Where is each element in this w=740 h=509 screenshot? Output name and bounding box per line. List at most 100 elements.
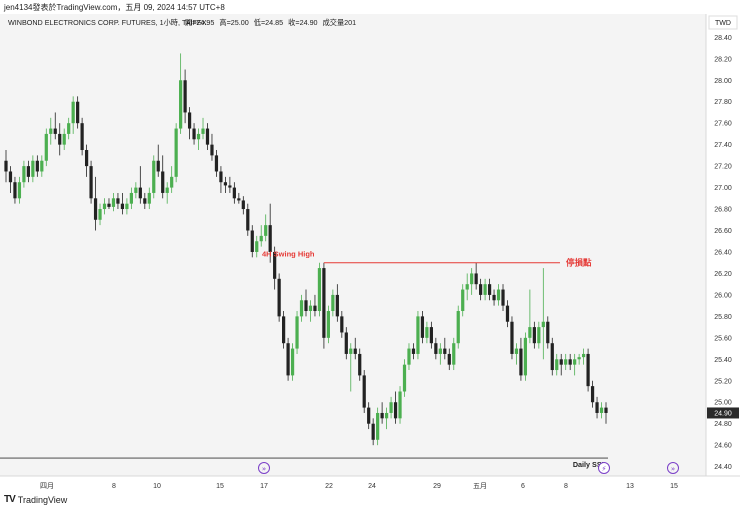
candle-body bbox=[120, 203, 125, 210]
candle-body bbox=[286, 343, 290, 376]
candle-body bbox=[80, 123, 84, 151]
candle-body bbox=[290, 348, 295, 376]
candle-body bbox=[564, 359, 568, 365]
candle-body bbox=[599, 407, 604, 413]
candle-body bbox=[17, 182, 22, 199]
candle-body bbox=[304, 300, 308, 312]
x-tick-label-10: 8 bbox=[564, 483, 568, 490]
candle-body bbox=[434, 343, 438, 354]
candle-body bbox=[26, 166, 30, 177]
x-tick-label-11: 13 bbox=[626, 483, 634, 490]
candle-body bbox=[35, 160, 39, 172]
candle-body bbox=[44, 133, 48, 161]
candle-body bbox=[465, 284, 469, 290]
candle-body bbox=[250, 230, 254, 252]
price-axis-area bbox=[706, 14, 740, 476]
lightning-event-icon[interactable] bbox=[598, 462, 610, 474]
candle-body bbox=[353, 348, 357, 354]
candle-body bbox=[241, 200, 245, 210]
header-text: jen4134發表於TradingView.com，五月 09, 2024 14… bbox=[4, 3, 225, 12]
candle-body bbox=[452, 343, 456, 365]
y-tick-label-8: 26.80 bbox=[714, 207, 732, 214]
y-tick-label-15: 25.40 bbox=[714, 357, 732, 364]
candle-body bbox=[40, 160, 44, 172]
candle-body bbox=[447, 353, 451, 365]
candle-body bbox=[416, 316, 420, 354]
candle-body bbox=[483, 284, 487, 295]
event-markers[interactable]: » ⚡ » bbox=[258, 462, 679, 474]
open-label: 開 bbox=[185, 18, 192, 27]
candle-body bbox=[192, 128, 196, 140]
high-label: 高 bbox=[219, 18, 226, 27]
candle-body bbox=[590, 386, 595, 403]
candle-body bbox=[156, 160, 160, 172]
y-tick-label-19: 24.60 bbox=[714, 443, 732, 450]
candle-body bbox=[420, 316, 425, 338]
candle-body bbox=[8, 171, 13, 183]
candle-body bbox=[232, 187, 236, 199]
candle-body bbox=[219, 171, 223, 183]
candle-body bbox=[259, 235, 263, 242]
candle-body bbox=[255, 241, 259, 252]
candle-body bbox=[147, 192, 151, 204]
candle-body bbox=[362, 375, 366, 408]
candle-body bbox=[568, 359, 572, 365]
x-tick-label-1: 8 bbox=[112, 483, 116, 490]
x-tick-label-0: 四月 bbox=[40, 482, 54, 490]
candle-body bbox=[152, 160, 156, 193]
y-tick-label-18: 24.80 bbox=[714, 421, 732, 428]
currency-label[interactable]: TWD bbox=[715, 20, 731, 27]
candle-body bbox=[295, 316, 299, 349]
currency-box[interactable] bbox=[708, 15, 738, 30]
candle-body bbox=[398, 391, 402, 419]
footer-text: TradingView bbox=[17, 494, 68, 505]
candle-body bbox=[214, 155, 219, 172]
last-price-tag bbox=[707, 407, 739, 419]
candle-body bbox=[165, 187, 169, 193]
candle-body bbox=[380, 412, 384, 419]
candle-body bbox=[308, 305, 313, 312]
volume-label: 成交量 bbox=[323, 18, 345, 27]
time-axis: 四月 8 10 15 17 22 24 29 五月 6 8 13 15 bbox=[40, 482, 678, 490]
chart[interactable]: WINBOND ELECTRONICS CORP. FUTURES, 1小時, … bbox=[0, 14, 740, 494]
y-tick-label-0: 28.40 bbox=[714, 35, 732, 42]
candle-body bbox=[559, 359, 563, 365]
x-tick-label-4: 17 bbox=[260, 483, 268, 490]
candle-body bbox=[532, 327, 536, 344]
candle-body bbox=[201, 128, 205, 134]
y-tick-label-7: 27.00 bbox=[714, 185, 732, 192]
candle-body bbox=[573, 359, 577, 365]
jump-forward-icon-2[interactable] bbox=[667, 462, 679, 474]
x-tick-label-8: 五月 bbox=[473, 482, 487, 490]
candle-body bbox=[443, 348, 447, 354]
candle-body bbox=[582, 353, 586, 358]
candle-body bbox=[138, 187, 142, 199]
candle-body bbox=[223, 182, 228, 186]
candle-body bbox=[479, 284, 483, 295]
candle-body bbox=[470, 273, 474, 285]
jump-forward-icon[interactable] bbox=[258, 462, 270, 474]
x-tick-label-7: 29 bbox=[433, 483, 441, 490]
candle-body bbox=[264, 225, 268, 236]
candle-body bbox=[519, 348, 523, 376]
y-tick-label-6: 27.20 bbox=[714, 164, 732, 171]
candle-body bbox=[474, 273, 478, 285]
candle-body bbox=[367, 407, 371, 424]
y-tick-label-17: 25.00 bbox=[714, 400, 732, 407]
candle-body bbox=[228, 185, 232, 188]
candle-body bbox=[514, 348, 519, 354]
candle-body bbox=[595, 402, 599, 413]
y-tick-label-20: 24.40 bbox=[714, 464, 732, 471]
low-value: =24.85 bbox=[261, 18, 283, 27]
candle-body bbox=[273, 251, 277, 279]
candle-body bbox=[376, 412, 380, 440]
daily-ssl-label: Daily SSL bbox=[573, 460, 607, 469]
y-tick-label-10: 26.40 bbox=[714, 249, 732, 256]
candle-body bbox=[389, 402, 393, 413]
header-bar: jen4134發表於TradingView.com，五月 09, 2024 14… bbox=[0, 0, 740, 14]
plot-area bbox=[0, 14, 706, 476]
candle-body bbox=[371, 423, 375, 440]
candle-body bbox=[179, 80, 183, 129]
ohlc-readout: 開=24.95 高=25.00 低=24.85 收=24.90 成交量201 bbox=[185, 18, 356, 27]
candle-body bbox=[53, 128, 57, 134]
